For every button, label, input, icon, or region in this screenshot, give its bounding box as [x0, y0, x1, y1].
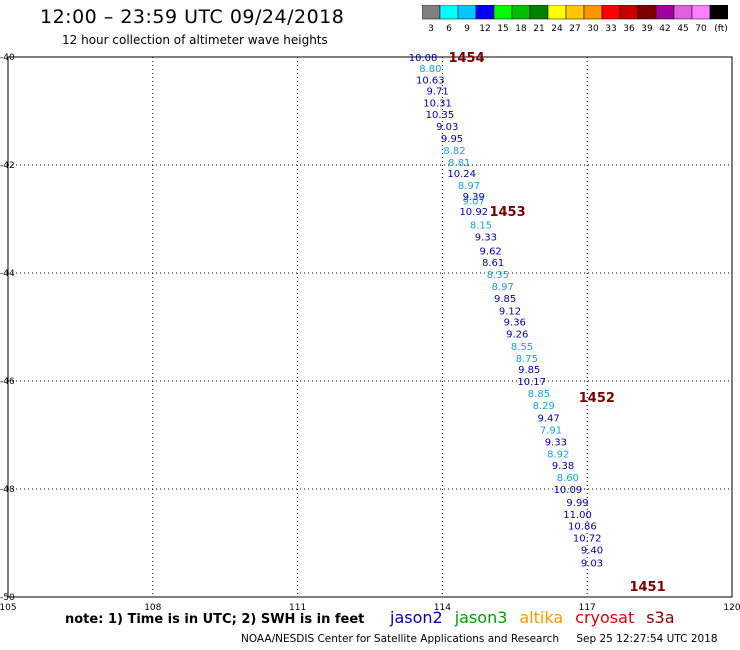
lat-tick-label: -46 — [0, 377, 15, 387]
scale-label: 18 — [515, 24, 527, 34]
satellite-cryosat: cryosat — [575, 608, 635, 627]
lat-tick-label: -40 — [0, 53, 15, 63]
scale-label: 45 — [677, 24, 688, 34]
units-note: note: 1) Time is in UTC; 2) SWH is in fe… — [65, 612, 365, 627]
pass-number-label: 1454 — [448, 51, 484, 66]
map-frame — [7, 56, 733, 598]
wave-height-value: 8.97 — [458, 181, 480, 192]
wave-height-value: 9.03 — [581, 558, 603, 569]
wave-height-value: 9.38 — [552, 461, 574, 472]
wave-height-value: 8.61 — [482, 258, 504, 269]
wave-height-value: 9.07 — [463, 197, 485, 208]
wave-height-value: 8.15 — [470, 220, 492, 231]
wave-height-value: 9.36 — [504, 318, 526, 329]
wave-height-value: 8.81 — [448, 158, 470, 169]
satellite-jason2: jason2 — [390, 608, 443, 627]
lon-tick-label: 108 — [144, 603, 161, 613]
lat-tick-label: -48 — [0, 485, 15, 495]
lon-tick-label: 117 — [579, 603, 596, 613]
wave-height-value: 8.60 — [557, 473, 579, 484]
wave-height-value: 9.40 — [581, 545, 603, 556]
satellite-legend: jason2 jason3 altika cryosat s3a — [390, 608, 687, 627]
lon-tick-label: 105 — [0, 603, 17, 613]
lat-tick-label: -50 — [0, 593, 15, 603]
generated-timestamp: Sep 25 12:27:54 UTC 2018 — [576, 633, 718, 645]
scale-label: (ft) — [714, 24, 728, 34]
pass-number-label: 1453 — [489, 205, 525, 220]
wave-height-value: 10.09 — [554, 485, 583, 496]
wave-height-value: 8.80 — [419, 64, 441, 75]
scale-label: 21 — [533, 24, 544, 34]
map-title: 12:00 – 23:59 UTC 09/24/2018 — [40, 6, 345, 28]
scale-label: 15 — [497, 24, 508, 34]
scale-label: 42 — [659, 24, 670, 34]
scale-label: 9 — [464, 24, 470, 34]
scale-label: 30 — [587, 24, 599, 34]
wave-height-value: 10.08 — [409, 53, 438, 64]
wave-height-value: 9.39 — [463, 192, 485, 203]
wave-height-value: 8.85 — [528, 389, 550, 400]
credit-text: NOAA/NESDIS Center for Satellite Applica… — [241, 633, 559, 645]
wave-height-value: 8.55 — [511, 342, 533, 353]
pass-number-label: 1451 — [629, 580, 665, 595]
scale-swatch — [709, 5, 728, 20]
wave-height-value: 8.82 — [443, 146, 465, 157]
pass-number-label: 1452 — [579, 391, 615, 406]
scale-label: 70 — [695, 24, 707, 34]
lon-tick-label: 111 — [289, 603, 306, 613]
wave-height-value: 9.95 — [441, 134, 463, 145]
wave-height-value: 10.31 — [423, 98, 452, 109]
lat-tick-label: -42 — [0, 161, 15, 171]
wave-height-value: 9.12 — [499, 306, 521, 317]
lon-tick-label: 120 — [723, 603, 740, 613]
satellite-altika: altika — [519, 608, 564, 627]
satellite-jason3: jason3 — [454, 608, 508, 627]
wave-height-value: 10.35 — [426, 110, 455, 121]
scale-label: 39 — [641, 24, 653, 34]
wave-height-value: 7.91 — [540, 426, 562, 437]
wave-height-value: 9.26 — [506, 329, 528, 340]
wave-height-value: 9.33 — [545, 437, 567, 448]
wave-height-value: 8.29 — [533, 401, 555, 412]
wave-height-value: 10.92 — [459, 207, 488, 218]
wave-height-value: 9.47 — [537, 414, 559, 425]
scale-label: 36 — [623, 24, 635, 34]
wave-height-value: 9.71 — [426, 86, 448, 97]
wave-height-value: 8.35 — [487, 270, 509, 281]
scale-label: 6 — [446, 24, 452, 34]
footer: NOAA/NESDIS Center for Satellite Applica… — [241, 633, 718, 645]
map-subtitle: 12 hour collection of altimeter wave hei… — [62, 33, 328, 47]
wave-height-value: 8.92 — [547, 449, 569, 460]
scale-label: 24 — [551, 24, 563, 34]
scale-label: 33 — [605, 24, 616, 34]
wave-height-value: 9.99 — [566, 498, 588, 509]
scale-label: 3 — [428, 24, 434, 34]
satellite-s3a: s3a — [646, 608, 675, 627]
wave-height-value: 9.33 — [475, 232, 497, 243]
lat-tick-label: -44 — [0, 269, 15, 279]
wave-height-value: 11.00 — [563, 510, 592, 521]
wave-height-value: 10.63 — [416, 76, 445, 87]
wave-height-value: 8.75 — [516, 354, 538, 365]
wave-height-value: 10.17 — [517, 377, 546, 388]
color-scale-legend: 3 6 9 12 15 18 21 24 27 30 33 36 39 42 45 70 (ft) — [422, 5, 728, 34]
lon-tick-label: 114 — [434, 603, 451, 613]
scale-label: 27 — [569, 24, 580, 34]
wave-height-value: 9.85 — [518, 365, 540, 376]
wave-height-value: 10.86 — [568, 522, 597, 533]
wave-height-value: 9.62 — [480, 246, 502, 257]
wave-height-value: 9.85 — [494, 294, 516, 305]
wave-height-value: 10.24 — [447, 169, 476, 180]
scale-label: 12 — [479, 24, 490, 34]
wave-height-value: 10.72 — [573, 534, 602, 545]
wave-height-value: 8.97 — [492, 282, 514, 293]
wave-height-value: 9.03 — [436, 122, 458, 133]
